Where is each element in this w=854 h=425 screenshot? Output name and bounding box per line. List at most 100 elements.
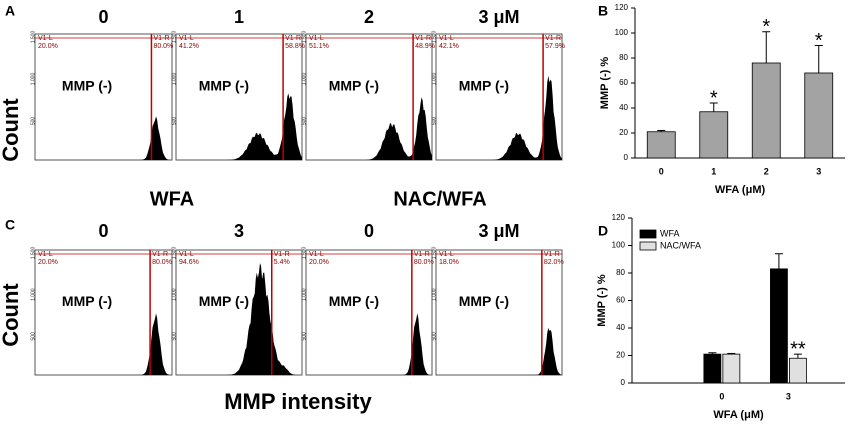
- y-tick-label: 40: [619, 103, 628, 112]
- hist-y-tick: 1,000: [431, 288, 437, 301]
- gate-name: V1-R: [415, 35, 431, 42]
- gate-name: V1-L: [309, 251, 324, 258]
- y-tick-label: 0: [624, 153, 629, 162]
- x-tick-label: 1: [711, 166, 716, 176]
- hist-y-tick: 1,500: [171, 247, 177, 260]
- gate-pct: 80.0%: [153, 43, 173, 50]
- gate-name: V1-L: [179, 35, 194, 42]
- y-tick-label: 100: [615, 28, 629, 37]
- hist-y-tick: 500: [171, 117, 177, 126]
- column-header: 2: [364, 7, 374, 27]
- histogram-frame: [175, 249, 303, 376]
- y-tick-label: 60: [616, 296, 625, 305]
- gate-pct: 58.8%: [285, 43, 305, 50]
- significance: *: [762, 16, 770, 38]
- column-header: 0: [364, 221, 374, 241]
- histogram: [35, 313, 172, 375]
- gate-name: V1-L: [439, 35, 454, 42]
- bar: [699, 111, 729, 159]
- hist-y-tick: 1,000: [30, 73, 36, 86]
- histogram: [436, 327, 562, 375]
- y-label: Count: [0, 283, 23, 347]
- gate-name: V1-R: [414, 251, 430, 258]
- gate-pct: 82.0%: [544, 259, 564, 266]
- y-label: Count: [0, 98, 23, 162]
- gate-pct: 18.0%: [439, 259, 459, 266]
- hist-y-tick: 1,500: [30, 247, 36, 260]
- gate-name: V1-L: [179, 251, 194, 258]
- population-label: MMP (-): [459, 293, 509, 309]
- bar: [789, 357, 807, 384]
- hist-y-tick: 1,000: [30, 288, 36, 301]
- histogram: [436, 75, 562, 160]
- gate-name: V1-L: [38, 251, 53, 258]
- significance: *: [815, 30, 823, 52]
- significance: *: [710, 87, 718, 109]
- y-tick-label: 20: [616, 351, 625, 360]
- gate-pct: 80.0%: [152, 259, 172, 266]
- gate-name: V1-R: [152, 251, 168, 258]
- gate-pct: 20.0%: [38, 259, 58, 266]
- gate-name: V1-R: [153, 35, 169, 42]
- hist-y-tick: 500: [171, 332, 177, 341]
- x-axis-label: WFA (μM): [715, 184, 766, 196]
- x-tick-label: 2: [764, 166, 769, 176]
- y-tick-label: 120: [612, 213, 626, 222]
- legend-label: NAC/WFA: [660, 240, 701, 250]
- group-header: NAC/WFA: [393, 188, 486, 210]
- gate-pct: 51.1%: [309, 43, 329, 50]
- gate-name: V1-R: [285, 35, 301, 42]
- significance: **: [790, 338, 806, 360]
- hist-y-tick: 500: [301, 117, 307, 126]
- bar: [703, 353, 722, 384]
- population-label: MMP (-): [62, 293, 112, 309]
- bar: [646, 131, 676, 159]
- gate-pct: 42.1%: [439, 43, 459, 50]
- population-label: MMP (-): [62, 78, 112, 94]
- gate-name: V1-R: [274, 251, 290, 258]
- group-header: WFA: [150, 188, 194, 210]
- bar: [751, 62, 781, 159]
- column-header: 3 μM: [478, 221, 519, 241]
- panel-letter: C: [5, 217, 15, 233]
- gate-pct: 57.9%: [545, 43, 565, 50]
- x-label: MMP intensity: [224, 389, 372, 414]
- column-header: 0: [98, 221, 108, 241]
- hist-y-tick: 1,500: [301, 247, 307, 260]
- hist-y-tick: 500: [301, 332, 307, 341]
- y-tick-label: 0: [621, 378, 626, 387]
- y-tick-label: 120: [615, 3, 629, 12]
- histogram-frame: [305, 249, 433, 376]
- x-tick-label: 3: [816, 166, 821, 176]
- panel-letter: A: [5, 3, 15, 19]
- hist-y-tick: 1,500: [301, 31, 307, 44]
- hist-y-tick: 1,500: [171, 31, 177, 44]
- histogram: [306, 97, 432, 160]
- gate-name: V1-L: [439, 251, 454, 258]
- gate-name: V1-R: [545, 35, 561, 42]
- y-axis-label: MMP (-) %: [599, 57, 611, 110]
- hist-y-tick: 500: [431, 117, 437, 126]
- hist-y-tick: 500: [30, 117, 36, 126]
- hist-y-tick: 1,500: [431, 31, 437, 44]
- column-header: 0: [98, 7, 108, 27]
- x-tick-label: 0: [659, 166, 664, 176]
- y-tick-label: 80: [616, 268, 625, 277]
- gate-pct: 80.0%: [414, 259, 434, 266]
- population-label: MMP (-): [199, 78, 249, 94]
- bar: [804, 72, 834, 159]
- x-tick-label: 0: [719, 391, 724, 401]
- y-axis-label: MMP (-) %: [596, 274, 608, 327]
- y-tick-label: 20: [619, 128, 628, 137]
- y-tick-label: 80: [619, 53, 628, 62]
- bar: [722, 353, 741, 384]
- population-label: MMP (-): [199, 293, 249, 309]
- bar: [770, 268, 788, 384]
- column-header: 1: [234, 7, 244, 27]
- y-tick-label: 40: [616, 323, 625, 332]
- population-label: MMP (-): [329, 293, 379, 309]
- hist-y-tick: 1,500: [431, 247, 437, 260]
- panel-letter: D: [598, 223, 608, 239]
- y-tick-label: 60: [619, 78, 628, 87]
